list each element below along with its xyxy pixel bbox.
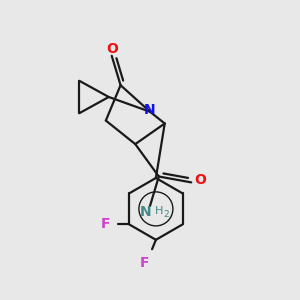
- Text: N: N: [140, 206, 152, 219]
- Text: 2: 2: [164, 210, 169, 219]
- Text: N: N: [144, 103, 156, 117]
- Text: H: H: [155, 206, 164, 216]
- Text: F: F: [140, 256, 149, 270]
- Text: F: F: [101, 217, 110, 231]
- Text: O: O: [194, 173, 206, 187]
- Text: O: O: [106, 42, 118, 56]
